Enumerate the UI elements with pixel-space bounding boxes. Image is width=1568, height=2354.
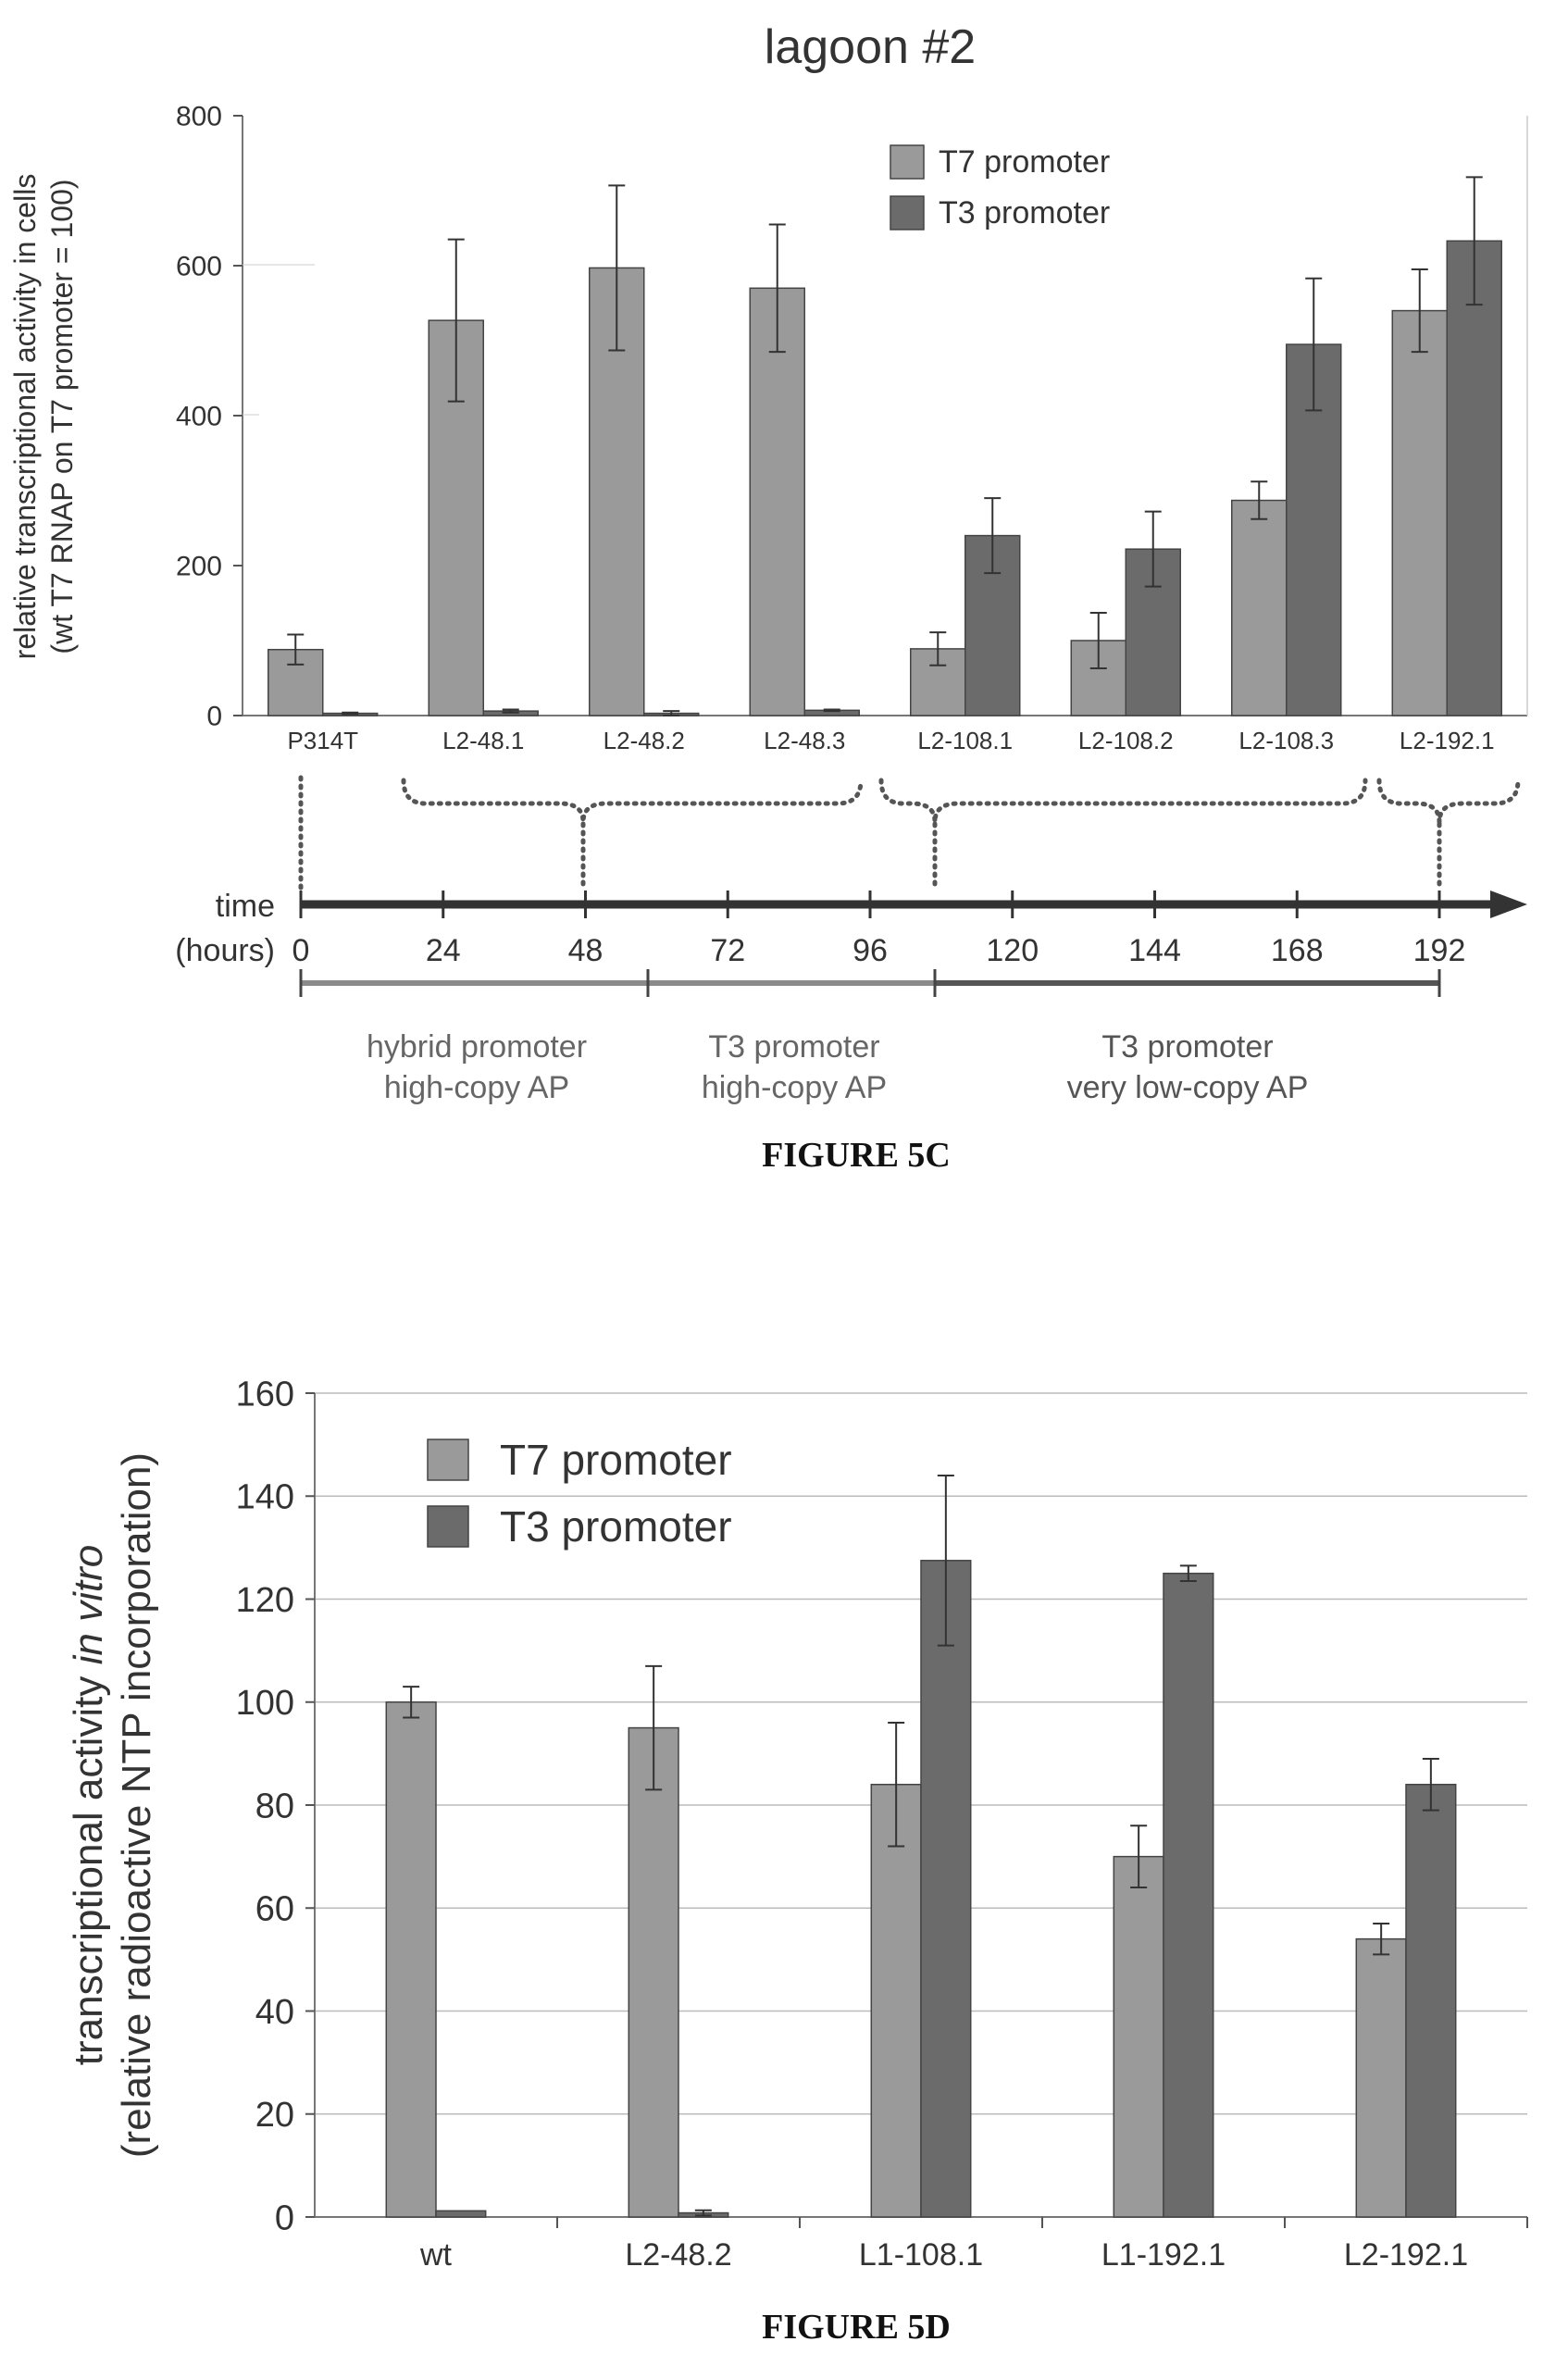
y-tick-label: 200 bbox=[176, 552, 222, 582]
phase1-line2: high-copy AP bbox=[384, 1070, 569, 1105]
sample-braces bbox=[298, 775, 1521, 891]
x-tick-label: L2-192.1 bbox=[1400, 727, 1495, 754]
legend-label-t3: T3 promoter bbox=[939, 195, 1110, 230]
chart-5c: lagoon #2 relative transcriptional activ… bbox=[8, 20, 1528, 754]
timeline-hours-label: (hours) bbox=[175, 933, 275, 968]
timeline-tick-label: 192 bbox=[1413, 933, 1466, 968]
legend-swatch-t7 bbox=[890, 144, 925, 180]
figure-5c-caption: FIGURE 5C bbox=[762, 1136, 951, 1175]
chart-5d: transcriptional activity in vitro (relat… bbox=[66, 1375, 1528, 2273]
bar-t7-l1-108.1 bbox=[870, 1784, 922, 2218]
figure-5d-caption: FIGURE 5D bbox=[762, 2308, 951, 2347]
timeline-arrowhead bbox=[1490, 891, 1527, 918]
timeline-tick-label: 24 bbox=[426, 933, 461, 968]
bar-t3-l1-108.1 bbox=[920, 1560, 972, 2218]
bar-t7-l2-192.1 bbox=[1355, 1937, 1407, 2218]
bar-t7-l2-48.3 bbox=[749, 287, 806, 716]
bar-t3-l2-192.1 bbox=[1446, 240, 1502, 716]
y-tick-label: 0 bbox=[206, 702, 222, 732]
x-tick-label: L2-108.2 bbox=[1078, 727, 1174, 754]
x-tick-label: L2-108.1 bbox=[917, 727, 1013, 754]
chart-5c-title: lagoon #2 bbox=[765, 20, 976, 74]
y-tick-label: 160 bbox=[236, 1375, 294, 1414]
chart-5d-legend: T7 promoter T3 promoter bbox=[427, 1436, 732, 1551]
phase2-line1: T3 promoter bbox=[708, 1029, 879, 1065]
chart-5c-ylabel-line2: (wt T7 RNAP on T7 promoter = 100) bbox=[45, 179, 79, 654]
timeline-tick-label: 72 bbox=[710, 933, 745, 968]
x-tick-label: L2-48.1 bbox=[442, 727, 524, 754]
y-tick-label: 100 bbox=[236, 1684, 294, 1723]
timeline-time-label: time bbox=[216, 889, 275, 924]
legend-swatch-t7 bbox=[427, 1439, 469, 1481]
legend-label-t7: T7 promoter bbox=[500, 1436, 732, 1484]
bar-t3-wt bbox=[435, 2210, 487, 2218]
y-tick-label: 20 bbox=[255, 2096, 294, 2135]
legend-swatch-t3 bbox=[890, 195, 925, 230]
y-tick-label: 600 bbox=[176, 252, 222, 282]
bar-t7-l2-192.1 bbox=[1391, 309, 1449, 716]
x-tick-label: L2-192.1 bbox=[1344, 2237, 1468, 2273]
x-tick-label: L2-108.3 bbox=[1238, 727, 1334, 754]
x-tick-label: L2-48.3 bbox=[764, 727, 845, 754]
phase3-line2: very low-copy AP bbox=[1067, 1070, 1309, 1105]
timeline-tick-label: 48 bbox=[568, 933, 604, 968]
phase3-line1: T3 promoter bbox=[1101, 1029, 1273, 1065]
y-tick-label: 140 bbox=[236, 1478, 294, 1517]
bar-t7-l2-108.3 bbox=[1231, 499, 1288, 716]
y-tick-label: 40 bbox=[255, 1993, 294, 2032]
x-tick-label: P314T bbox=[287, 727, 358, 754]
chart-5c-ylabel-line1: relative transcriptional activity in cel… bbox=[8, 174, 42, 660]
timeline-tick-label: 168 bbox=[1271, 933, 1324, 968]
bar-t7-l1-192.1 bbox=[1113, 1855, 1164, 2218]
x-tick-label: L2-48.2 bbox=[625, 2237, 731, 2273]
timeline-tick-label: 144 bbox=[1128, 933, 1181, 968]
x-tick-label: L1-108.1 bbox=[859, 2237, 983, 2273]
bar-t7-l2-48.2 bbox=[628, 1726, 679, 2218]
y-tick-label: 120 bbox=[236, 1581, 294, 1620]
phase1-line1: hybrid promoter bbox=[367, 1029, 587, 1065]
phase2-line2: high-copy AP bbox=[702, 1070, 887, 1105]
x-tick-label: L1-192.1 bbox=[1101, 2237, 1226, 2273]
legend-label-t3: T3 promoter bbox=[500, 1502, 732, 1551]
legend-swatch-t3 bbox=[427, 1505, 469, 1548]
y-tick-label: 80 bbox=[255, 1787, 294, 1825]
chart-5d-ylabel-line2: (relative radioactive NTP incorporation) bbox=[114, 1452, 159, 2158]
brace-192h bbox=[1376, 778, 1521, 823]
y-tick-label: 0 bbox=[275, 2198, 294, 2237]
timeline: time (hours) 0 24 48 72 96 120 144 168 192 hybri… bbox=[175, 889, 1527, 1105]
brace-48h bbox=[401, 778, 864, 823]
y-tick-label: 400 bbox=[176, 402, 222, 432]
timeline-tick-label: 96 bbox=[852, 933, 888, 968]
timeline-tick-label: 120 bbox=[986, 933, 1039, 968]
timeline-tick-label: 0 bbox=[292, 933, 310, 968]
y-tick-label: 60 bbox=[255, 1890, 294, 1929]
chart-5d-ylabel-line1: transcriptional activity in vitro bbox=[66, 1545, 111, 2065]
bar-t3-l2-192.1 bbox=[1405, 1784, 1457, 2218]
bar-t7-wt bbox=[385, 1701, 437, 2218]
x-tick-label: wt bbox=[419, 2237, 453, 2273]
y-tick-label: 800 bbox=[176, 102, 222, 132]
bar-t3-l1-192.1 bbox=[1163, 1572, 1214, 2218]
x-tick-label: L2-48.2 bbox=[604, 727, 685, 754]
chart-5c-legend: T7 promoter T3 promoter bbox=[890, 144, 1110, 230]
legend-label-t7: T7 promoter bbox=[939, 144, 1110, 180]
brace-108h bbox=[878, 778, 1368, 823]
